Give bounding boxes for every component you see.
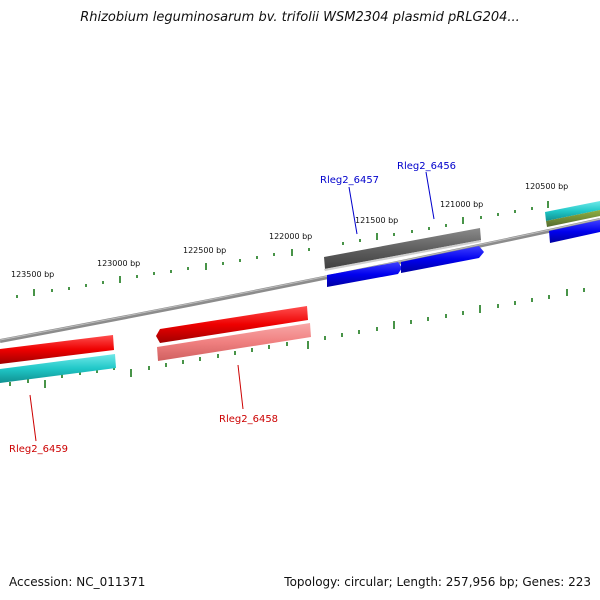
- gene-rleg2-6456[interactable]: [401, 246, 484, 273]
- leader-rleg2-6456: [425, 171, 435, 220]
- cyan-feature-left[interactable]: [0, 354, 116, 383]
- scale-label-122000: 122000 bp: [269, 232, 312, 241]
- gene-label-rleg2-6456[interactable]: Rleg2_6456: [397, 161, 456, 172]
- gene-rleg2-6459[interactable]: [0, 335, 114, 364]
- gene-label-rleg2-6457[interactable]: Rleg2_6457: [320, 175, 379, 186]
- upper-tick-row: [16, 201, 549, 298]
- scale-label-123500: 123500 bp: [11, 270, 54, 279]
- gene-label-rleg2-6459[interactable]: Rleg2_6459: [9, 444, 68, 455]
- topology-summary: Topology: circular; Length: 257,956 bp; …: [284, 575, 591, 589]
- leader-rleg2-6459: [29, 394, 37, 442]
- olive-feature-right[interactable]: [546, 210, 600, 227]
- gene-label-rleg2-6458[interactable]: Rleg2_6458: [219, 414, 278, 425]
- accession-text: Accession: NC_011371: [9, 575, 146, 589]
- gene-rleg2-6458[interactable]: [156, 306, 308, 343]
- cyan-feature-right[interactable]: [545, 201, 600, 221]
- scale-label-120500: 120500 bp: [525, 182, 568, 191]
- scale-label-121000: 121000 bp: [440, 200, 483, 209]
- gene-rleg2-6457[interactable]: [327, 262, 402, 287]
- backbone-arc: [0, 218, 600, 343]
- scale-label-122500: 122500 bp: [183, 246, 226, 255]
- scale-label-121500: 121500 bp: [355, 216, 398, 225]
- map-title: Rhizobium leguminosarum bv. trifolii WSM…: [80, 10, 520, 25]
- gray-feature-upper[interactable]: [324, 228, 481, 271]
- leader-rleg2-6458: [237, 364, 244, 410]
- backbone-arc-highlight: [0, 218, 600, 341]
- gene-rleg2-6458-light[interactable]: [157, 323, 311, 361]
- blue-feature-right[interactable]: [549, 220, 600, 243]
- scale-label-123000: 123000 bp: [97, 259, 140, 268]
- leader-rleg2-6457: [348, 186, 358, 235]
